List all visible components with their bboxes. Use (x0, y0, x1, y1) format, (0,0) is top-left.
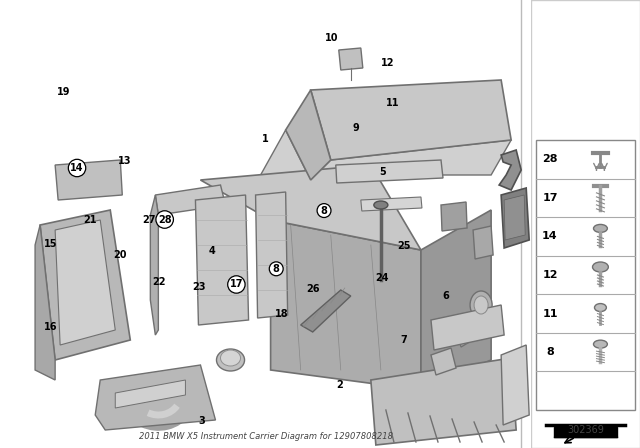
Polygon shape (150, 195, 158, 335)
Polygon shape (499, 150, 521, 190)
Polygon shape (554, 427, 617, 437)
Polygon shape (40, 210, 131, 360)
Bar (536, 140, 635, 410)
Text: 8: 8 (273, 264, 280, 274)
Text: 26: 26 (307, 284, 320, 294)
Text: 14: 14 (542, 232, 558, 241)
Text: 25: 25 (397, 241, 410, 251)
Polygon shape (285, 90, 331, 180)
Text: 28: 28 (158, 215, 172, 224)
Text: 3: 3 (198, 416, 205, 426)
Text: 16: 16 (44, 322, 57, 332)
Ellipse shape (470, 291, 492, 319)
Text: 13: 13 (118, 156, 132, 166)
Polygon shape (310, 80, 511, 160)
Text: 8: 8 (546, 347, 554, 357)
Text: 8: 8 (321, 206, 328, 215)
Polygon shape (156, 185, 225, 215)
Text: 14: 14 (70, 163, 84, 173)
Polygon shape (501, 345, 529, 425)
Ellipse shape (593, 262, 609, 272)
Polygon shape (115, 380, 186, 408)
Polygon shape (504, 195, 525, 240)
Ellipse shape (593, 224, 607, 233)
Text: 11: 11 (387, 98, 400, 108)
Text: 6: 6 (443, 291, 449, 301)
Polygon shape (260, 130, 511, 180)
Text: 11: 11 (542, 309, 557, 319)
Text: 19: 19 (57, 87, 70, 97)
Text: 9: 9 (353, 123, 359, 133)
Text: 302369: 302369 (567, 425, 604, 435)
Polygon shape (255, 192, 287, 318)
Text: 18: 18 (275, 309, 289, 319)
Ellipse shape (221, 350, 241, 366)
Text: 17: 17 (230, 280, 243, 289)
Polygon shape (371, 358, 516, 445)
Polygon shape (301, 290, 351, 332)
Polygon shape (339, 48, 363, 70)
Text: 21: 21 (84, 215, 97, 224)
Text: 17: 17 (542, 193, 557, 203)
Ellipse shape (593, 340, 607, 348)
Text: 27: 27 (142, 215, 156, 224)
Polygon shape (361, 197, 422, 211)
Text: 5: 5 (379, 168, 386, 177)
Ellipse shape (595, 304, 606, 311)
Polygon shape (456, 318, 481, 347)
Text: 12: 12 (381, 58, 394, 68)
Polygon shape (431, 348, 456, 375)
Polygon shape (55, 220, 115, 345)
Text: 28: 28 (542, 154, 557, 164)
Text: 10: 10 (325, 33, 339, 43)
Text: 2: 2 (337, 380, 343, 390)
Text: 24: 24 (376, 273, 389, 283)
Text: 2011 BMW X5 Instrument Carrier Diagram for 12907808218: 2011 BMW X5 Instrument Carrier Diagram f… (139, 432, 392, 441)
Text: 15: 15 (44, 239, 57, 249)
Ellipse shape (474, 296, 488, 314)
Text: 12: 12 (542, 270, 557, 280)
Ellipse shape (216, 349, 244, 371)
Polygon shape (271, 220, 421, 390)
Polygon shape (195, 195, 248, 325)
Polygon shape (501, 188, 529, 248)
Polygon shape (441, 202, 467, 231)
Polygon shape (431, 305, 504, 350)
Polygon shape (421, 210, 491, 390)
Text: 22: 22 (152, 277, 166, 287)
Polygon shape (336, 160, 443, 183)
Text: 1: 1 (262, 134, 269, 144)
Text: 23: 23 (193, 282, 206, 292)
Text: 20: 20 (113, 250, 126, 260)
Ellipse shape (374, 201, 388, 209)
Polygon shape (35, 225, 55, 380)
Text: 7: 7 (401, 336, 407, 345)
Polygon shape (55, 160, 122, 200)
Polygon shape (95, 365, 216, 430)
Polygon shape (200, 165, 421, 250)
Text: 4: 4 (209, 246, 216, 256)
Polygon shape (473, 226, 493, 259)
